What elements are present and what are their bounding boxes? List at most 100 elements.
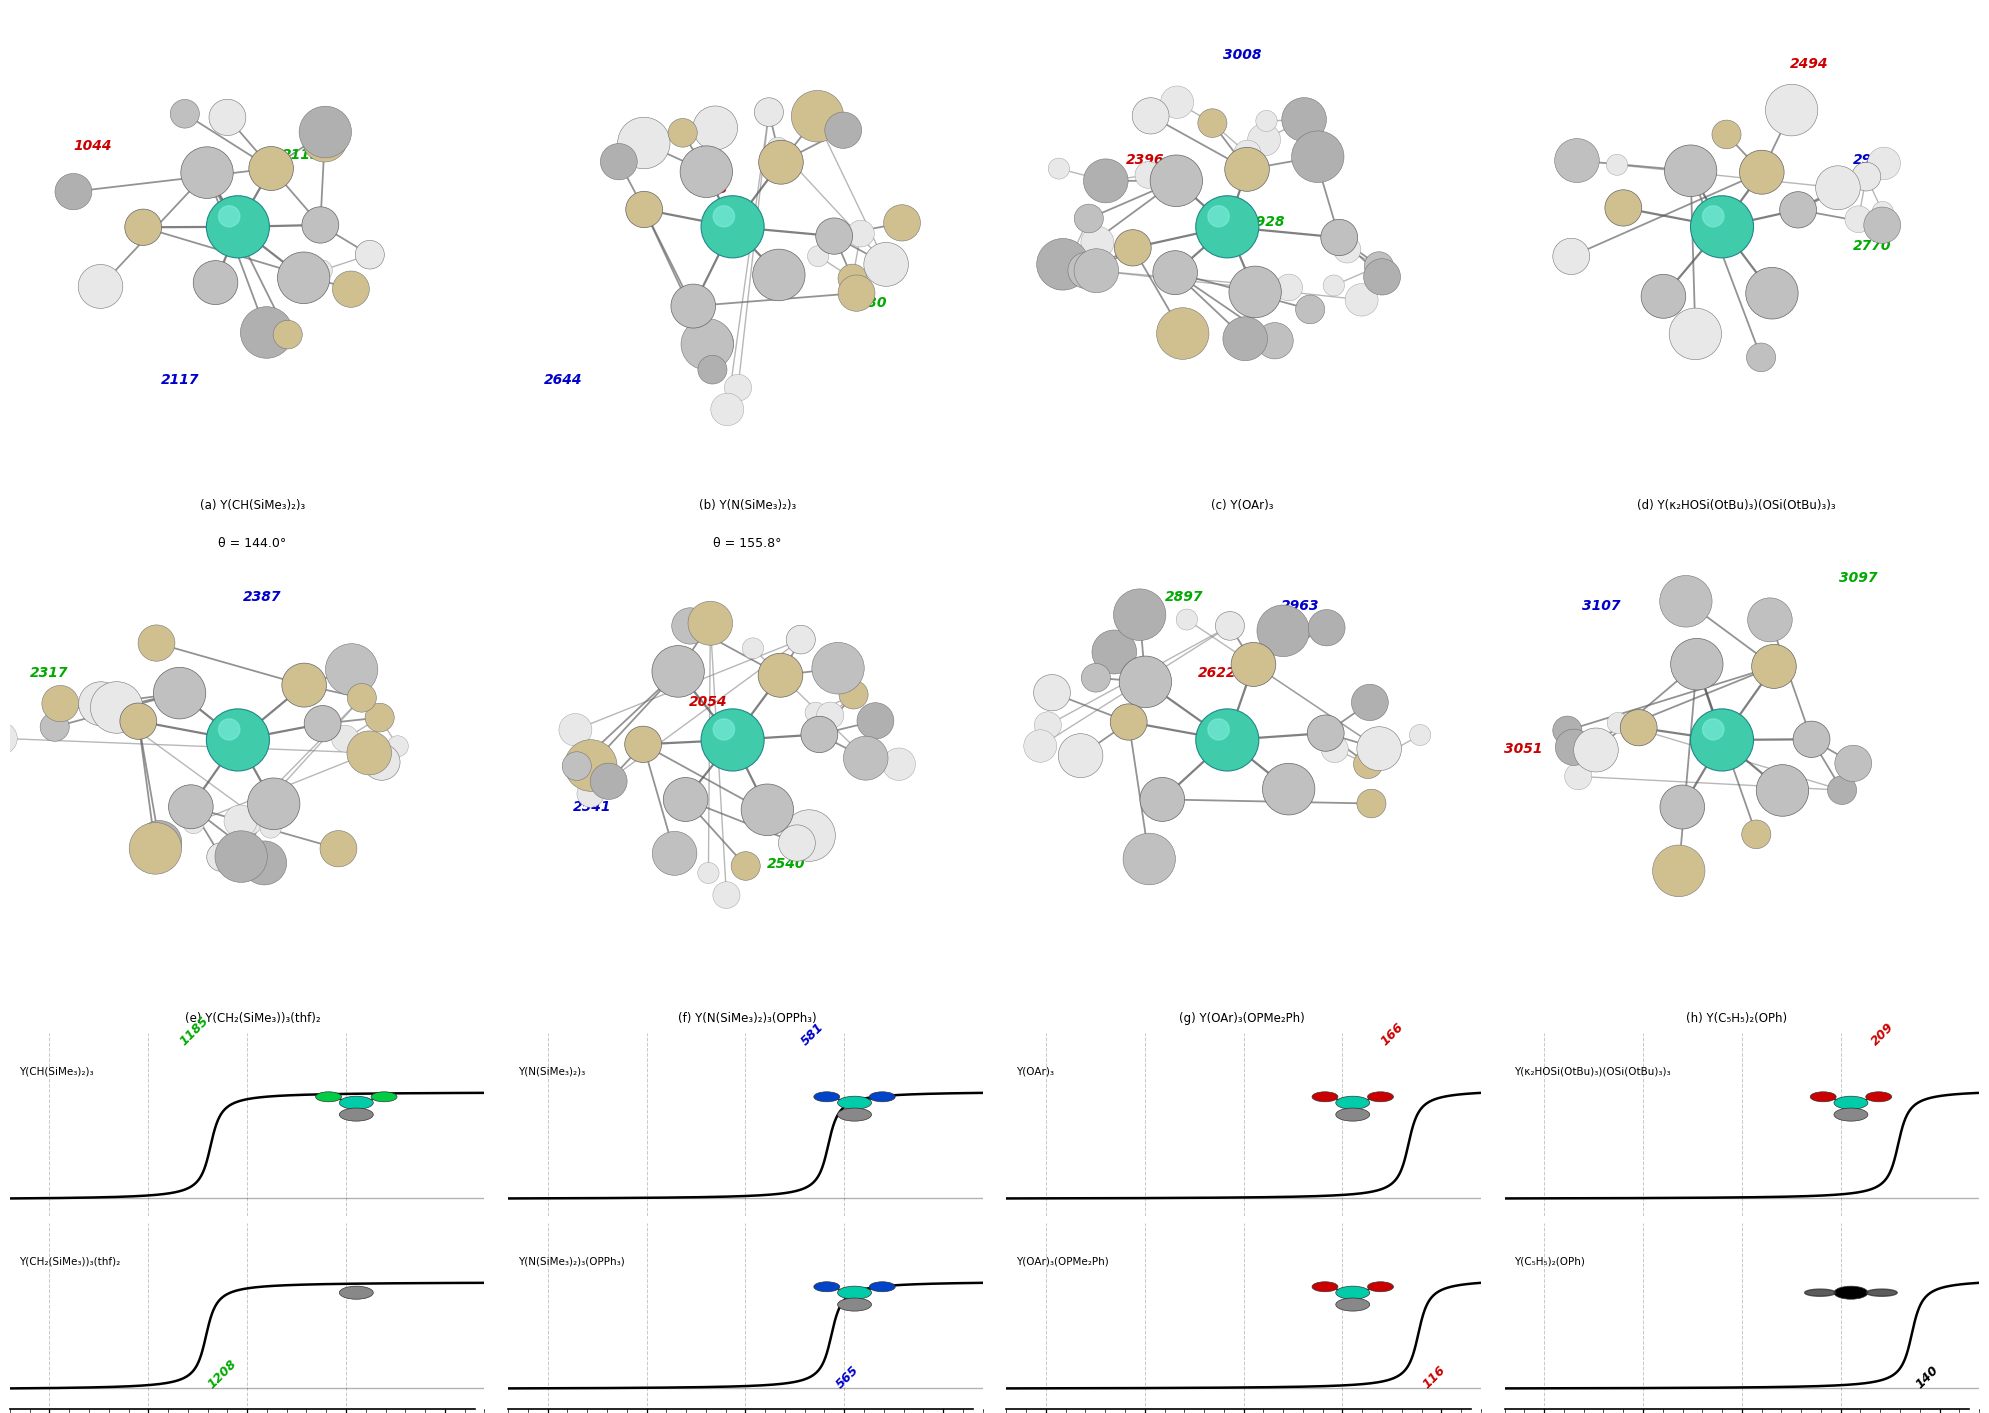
- Text: 116: 116: [1420, 1364, 1448, 1392]
- Circle shape: [1410, 725, 1430, 746]
- Circle shape: [1351, 684, 1388, 721]
- Circle shape: [340, 1286, 374, 1299]
- Circle shape: [261, 817, 280, 838]
- Circle shape: [1257, 605, 1309, 657]
- Text: Y(CH₂(SiMe₃))₃(thf)₂: Y(CH₂(SiMe₃))₃(thf)₂: [20, 1256, 121, 1266]
- Circle shape: [688, 602, 732, 646]
- Circle shape: [78, 264, 123, 308]
- Circle shape: [1313, 1282, 1339, 1291]
- Circle shape: [839, 680, 867, 709]
- Text: 209: 209: [1868, 1020, 1896, 1048]
- Circle shape: [243, 841, 286, 885]
- Circle shape: [1237, 647, 1269, 680]
- Circle shape: [1553, 239, 1589, 274]
- Text: Y(κ₂HOSi(OtBu)₃)(OSi(OtBu)₃)₃: Y(κ₂HOSi(OtBu)₃)(OSi(OtBu)₃)₃: [1514, 1067, 1671, 1077]
- Circle shape: [837, 276, 875, 311]
- Circle shape: [1669, 308, 1722, 360]
- Circle shape: [1345, 284, 1378, 317]
- Circle shape: [356, 240, 384, 268]
- Text: 2963: 2963: [1281, 599, 1319, 613]
- Circle shape: [1074, 249, 1118, 292]
- Circle shape: [1852, 162, 1882, 191]
- Circle shape: [652, 646, 704, 697]
- Text: 2541: 2541: [573, 800, 611, 814]
- Circle shape: [837, 264, 867, 292]
- Circle shape: [1024, 729, 1056, 762]
- Circle shape: [1291, 131, 1345, 182]
- Circle shape: [668, 119, 698, 147]
- Circle shape: [366, 704, 394, 732]
- Circle shape: [90, 681, 143, 733]
- Circle shape: [1834, 1108, 1868, 1121]
- Circle shape: [346, 731, 392, 774]
- Circle shape: [670, 284, 716, 328]
- Text: (h) Y(C₅H₅)₂(OPh): (h) Y(C₅H₅)₂(OPh): [1687, 1012, 1786, 1026]
- Circle shape: [1337, 1108, 1370, 1121]
- Circle shape: [692, 106, 738, 150]
- Circle shape: [700, 709, 764, 771]
- Circle shape: [712, 882, 740, 909]
- Circle shape: [1555, 729, 1593, 766]
- Circle shape: [837, 1286, 871, 1299]
- Text: 1208: 1208: [205, 1358, 239, 1392]
- Text: 581: 581: [798, 1020, 825, 1048]
- Circle shape: [1257, 322, 1293, 359]
- Circle shape: [310, 260, 332, 281]
- Text: 2644: 2644: [543, 373, 583, 387]
- Circle shape: [808, 246, 829, 267]
- Circle shape: [869, 1092, 895, 1102]
- Circle shape: [1124, 834, 1175, 885]
- Circle shape: [304, 705, 340, 742]
- Circle shape: [372, 1092, 398, 1102]
- Circle shape: [754, 97, 784, 126]
- Circle shape: [680, 318, 734, 370]
- Circle shape: [601, 144, 636, 179]
- Circle shape: [1621, 709, 1657, 746]
- Circle shape: [752, 249, 806, 301]
- Circle shape: [1565, 763, 1591, 790]
- Circle shape: [1323, 276, 1345, 295]
- Circle shape: [1120, 656, 1172, 708]
- Circle shape: [1834, 1096, 1868, 1109]
- Circle shape: [1034, 712, 1062, 739]
- Circle shape: [1225, 147, 1269, 191]
- Circle shape: [1110, 704, 1148, 740]
- Circle shape: [320, 831, 356, 866]
- Circle shape: [298, 106, 352, 158]
- Circle shape: [1263, 763, 1315, 815]
- Circle shape: [169, 784, 213, 829]
- Text: Y(N(SiMe₃)₂)₃: Y(N(SiMe₃)₂)₃: [517, 1067, 585, 1077]
- Circle shape: [688, 322, 734, 366]
- Circle shape: [883, 747, 915, 780]
- Circle shape: [714, 206, 734, 227]
- Circle shape: [1162, 86, 1193, 119]
- Circle shape: [837, 1299, 871, 1311]
- Circle shape: [1792, 721, 1830, 757]
- Circle shape: [1353, 750, 1382, 779]
- Circle shape: [591, 763, 627, 800]
- Circle shape: [1746, 343, 1776, 372]
- Circle shape: [1740, 150, 1784, 194]
- Circle shape: [698, 355, 726, 384]
- Circle shape: [1810, 1092, 1836, 1102]
- Circle shape: [742, 784, 794, 835]
- Circle shape: [1150, 155, 1203, 206]
- Text: 2387: 2387: [243, 589, 280, 603]
- Circle shape: [817, 702, 843, 729]
- Circle shape: [388, 736, 408, 757]
- Text: (a) Y(CH(SiMe₃)₂)₃: (a) Y(CH(SiMe₃)₂)₃: [199, 499, 304, 512]
- Circle shape: [364, 745, 400, 780]
- Circle shape: [348, 684, 376, 712]
- Circle shape: [247, 779, 300, 829]
- Circle shape: [0, 722, 18, 755]
- Circle shape: [672, 608, 708, 644]
- Text: Y(OAr)₃(OPMe₂Ph): Y(OAr)₃(OPMe₂Ph): [1016, 1256, 1108, 1266]
- Circle shape: [1275, 274, 1303, 301]
- Circle shape: [843, 736, 887, 780]
- Text: Y(CH(SiMe₃)₂)₃: Y(CH(SiMe₃)₂)₃: [20, 1067, 93, 1077]
- Text: 3097: 3097: [1838, 571, 1878, 585]
- Circle shape: [847, 220, 875, 247]
- Circle shape: [1195, 709, 1259, 771]
- Circle shape: [1309, 609, 1345, 646]
- Text: θ = 155.8°: θ = 155.8°: [712, 537, 782, 550]
